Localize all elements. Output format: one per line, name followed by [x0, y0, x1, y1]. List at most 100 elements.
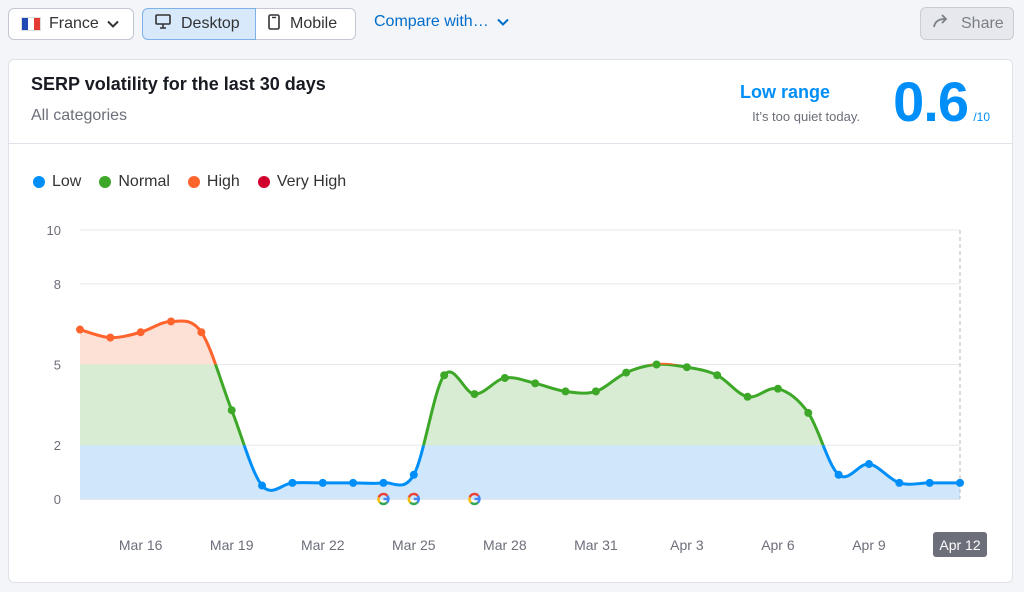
- legend-label: Normal: [118, 173, 170, 190]
- mobile-label: Mobile: [290, 15, 338, 32]
- card-subtitle: All categories: [31, 107, 128, 124]
- google-arc: [407, 496, 412, 504]
- data-point: [622, 368, 631, 377]
- y-tick-label: 8: [54, 277, 61, 292]
- google-arc: [407, 492, 419, 498]
- data-point: [167, 317, 176, 326]
- x-tick-label: Mar 19: [210, 537, 254, 553]
- share-label: Share: [961, 14, 1004, 32]
- legend-dot: [257, 176, 270, 188]
- zone-fill-low: [80, 445, 960, 499]
- data-point: [258, 481, 267, 490]
- data-point: [591, 387, 600, 396]
- x-tick-highlight: [933, 532, 987, 557]
- legend-dot: [187, 176, 200, 188]
- mobile-tab[interactable]: Mobile: [256, 8, 356, 40]
- data-point: [349, 478, 358, 487]
- google-update-icon[interactable]: [468, 492, 481, 506]
- desktop-label: Desktop: [181, 15, 240, 32]
- compare-label: Compare with…: [374, 13, 489, 30]
- data-point: [561, 387, 570, 396]
- data-point: [895, 478, 904, 487]
- desktop-icon: [155, 14, 171, 34]
- data-point: [470, 390, 479, 399]
- google-arc: [377, 496, 381, 504]
- legend-item-low[interactable]: Low: [33, 173, 81, 191]
- y-tick-label: 10: [47, 223, 61, 238]
- zone-fill-very-high: [80, 230, 960, 284]
- divider: [9, 143, 1012, 144]
- data-point: [379, 478, 388, 487]
- data-point: [834, 470, 843, 479]
- share-button[interactable]: Share: [920, 7, 1014, 40]
- device-switch: Desktop Mobile: [142, 8, 356, 40]
- data-point: [713, 371, 722, 380]
- data-point: [804, 408, 813, 417]
- y-tick-label: 0: [54, 492, 61, 507]
- data-point: [956, 478, 964, 487]
- x-tick-label: Mar 25: [392, 537, 436, 553]
- country-select[interactable]: France: [8, 8, 134, 40]
- x-tick-label: Apr 6: [761, 537, 795, 553]
- data-point: [500, 373, 509, 382]
- data-point: [440, 371, 449, 380]
- x-tick-label: Apr 3: [670, 537, 704, 553]
- mobile-icon: [268, 13, 280, 35]
- score-denominator: /10: [973, 110, 990, 124]
- x-tick-label: Apr 12: [939, 537, 980, 553]
- range-label: Low range: [739, 82, 830, 102]
- y-tick-label: 2: [54, 438, 61, 453]
- desktop-tab[interactable]: Desktop: [142, 8, 256, 40]
- google-update-icon[interactable]: [407, 492, 420, 506]
- google-arc: [379, 501, 388, 506]
- country-label: France: [49, 15, 99, 32]
- data-point: [682, 363, 691, 372]
- france-flag-icon: [21, 17, 41, 31]
- data-point: [531, 379, 540, 388]
- chevron-down-icon: [107, 17, 119, 31]
- zone-fill-normal: [80, 364, 960, 446]
- data-point: [864, 460, 873, 469]
- x-tick-label: Mar 31: [574, 537, 618, 553]
- share-arrow-icon: [933, 14, 951, 33]
- legend-dot: [33, 176, 45, 188]
- google-arc: [468, 492, 480, 498]
- google-arc: [409, 501, 419, 506]
- data-point: [318, 478, 327, 487]
- legend-label: High: [206, 173, 240, 190]
- data-point: [773, 384, 782, 393]
- google-arc: [468, 496, 472, 504]
- compare-dropdown[interactable]: Compare with…: [374, 13, 509, 31]
- legend-label: Low: [52, 173, 82, 190]
- legend-item-normal[interactable]: Normal: [99, 173, 170, 191]
- data-point: [76, 325, 84, 334]
- data-point: [409, 470, 418, 479]
- x-tick-label: Mar 28: [483, 537, 527, 553]
- chart-legend: Low Normal High Very High: [33, 173, 364, 191]
- x-tick-label: Apr 9: [852, 537, 886, 553]
- toolbar: France Desktop Mobile Compare with… Shar…: [0, 0, 1024, 50]
- legend-dot: [99, 176, 112, 188]
- x-tick-label: Mar 22: [301, 537, 345, 553]
- card-title: SERP volatility for the last 30 days: [31, 74, 326, 94]
- range-description: It’s too quiet today.: [752, 109, 860, 124]
- data-point: [106, 333, 115, 342]
- data-point: [925, 478, 934, 487]
- google-update-icon[interactable]: [377, 492, 390, 506]
- google-arc: [377, 492, 389, 498]
- data-point: [227, 406, 236, 415]
- legend-label: Very High: [276, 173, 347, 190]
- data-point: [652, 360, 661, 369]
- chevron-down-icon: [496, 15, 509, 29]
- x-tick-label: Mar 16: [119, 537, 163, 553]
- data-point: [288, 478, 297, 487]
- legend-item-high[interactable]: High: [187, 173, 240, 191]
- data-point: [743, 392, 752, 401]
- y-tick-label: 5: [54, 358, 61, 373]
- google-arc: [470, 501, 479, 506]
- volatility-score: 0.6: [893, 70, 969, 133]
- legend-item-very-high[interactable]: Very High: [257, 173, 347, 191]
- data-point: [136, 328, 145, 337]
- data-point: [197, 328, 206, 337]
